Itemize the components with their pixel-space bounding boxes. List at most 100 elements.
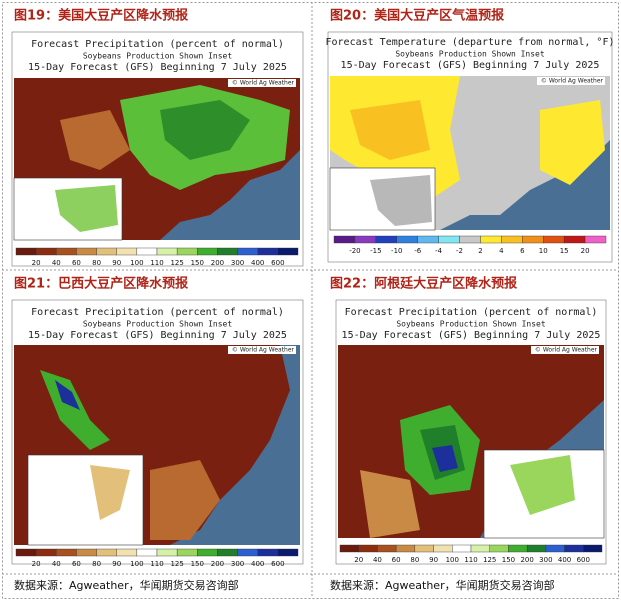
- map-forecast: 15-Day Forecast (GFS) Beginning 7 July 2…: [342, 330, 601, 341]
- legend-tick-label: 90: [429, 556, 438, 564]
- map-forecast: 15-Day Forecast (GFS) Beginning 7 July 2…: [341, 60, 600, 71]
- legend-tick-label: -6: [414, 247, 422, 255]
- legend-tick-label: 300: [231, 259, 244, 267]
- legend-swatch: [96, 247, 117, 256]
- legend-swatch: [584, 235, 607, 244]
- map-brazil-precip: [14, 345, 300, 546]
- watermark-bg: [531, 346, 599, 354]
- legend-swatch: [197, 247, 218, 256]
- legend-tick-label: 90: [112, 259, 121, 267]
- legend-tick-label: 60: [392, 556, 401, 564]
- legend-tick-label: 40: [52, 259, 61, 267]
- legend-swatch: [116, 548, 138, 557]
- legend-swatch: [76, 548, 97, 557]
- legend-swatch: [56, 548, 77, 557]
- legend-tick-label: 200: [211, 259, 224, 267]
- legend-tick-label: 20: [32, 560, 41, 568]
- map-forecast: 15-Day Forecast (GFS) Beginning 7 July 2…: [28, 330, 287, 341]
- legend-tick-label: 110: [150, 560, 163, 568]
- legend-swatch: [414, 544, 434, 553]
- legend-tick-label: 15: [560, 247, 569, 255]
- legend-swatch: [339, 544, 359, 553]
- legend-tick-label: -15: [370, 247, 381, 255]
- figure-caption: 图20：美国大豆产区气温预报: [330, 8, 505, 24]
- map-title: Forecast Precipitation (percent of norma…: [345, 307, 598, 318]
- legend-tick-label: 60: [72, 259, 81, 267]
- legend-swatch: [526, 544, 547, 553]
- legend-swatch: [176, 548, 198, 557]
- legend-swatch: [237, 247, 258, 256]
- legend-swatch: [564, 544, 584, 553]
- legend-swatch: [156, 247, 178, 256]
- legend-swatch: [277, 247, 299, 256]
- legend-tick-label: 150: [502, 556, 515, 564]
- legend-swatch: [375, 235, 397, 244]
- map-frame: [11, 31, 304, 267]
- watermark-bg: [228, 346, 296, 354]
- legend-swatch: [545, 544, 565, 553]
- legend-tick-label: 40: [373, 556, 382, 564]
- legend-tick-label: -2: [456, 247, 463, 255]
- legend-swatch: [583, 544, 603, 553]
- legend-tick-label: 6: [520, 247, 525, 255]
- legend-swatch: [217, 548, 238, 557]
- legend-tick-label: 20: [354, 556, 363, 564]
- legend-tick-label: 110: [464, 556, 477, 564]
- legend-tick-label: 20: [32, 259, 41, 267]
- legend-tick-label: 80: [410, 556, 419, 564]
- legend-swatch: [459, 235, 481, 244]
- legend-swatch: [257, 548, 279, 557]
- map-subtitle: Soybeans Production Shown Inset: [83, 320, 232, 329]
- legend-swatch: [354, 235, 377, 244]
- legend-tick-label: 2: [478, 247, 482, 255]
- legend-tick-label: 125: [170, 259, 183, 267]
- legend-tick-label: 4: [499, 247, 504, 255]
- legend-swatch: [377, 544, 397, 553]
- legend-tick-label: 125: [170, 560, 183, 568]
- figure-caption: 图22：阿根廷大豆产区降水预报: [330, 276, 518, 292]
- figure-caption: 图19：美国大豆产区降水预报: [14, 8, 189, 24]
- watermark-bg: [228, 79, 296, 87]
- map-title: Forecast Temperature (departure from nor…: [326, 37, 615, 48]
- legend-tick-label: 600: [271, 560, 284, 568]
- map-frame: [327, 31, 613, 263]
- legend-swatch: [35, 548, 57, 557]
- legend-swatch: [156, 548, 178, 557]
- map-frame: [11, 299, 304, 565]
- legend-swatch: [277, 548, 299, 557]
- map-frame: [335, 299, 607, 565]
- legend-swatch: [543, 235, 565, 244]
- map-subtitle: Soybeans Production Shown Inset: [396, 320, 545, 329]
- source-note: 数据来源：Agweather，华闻期货交易咨询部: [14, 578, 239, 592]
- legend-swatch: [15, 247, 37, 256]
- legend-swatch: [237, 548, 258, 557]
- legend-tick-label: 100: [130, 259, 143, 267]
- watermark: © World Ag Weather: [535, 347, 598, 354]
- legend-swatch: [15, 548, 37, 557]
- watermark: © World Ag Weather: [232, 347, 295, 354]
- map-title: Forecast Precipitation (percent of norma…: [31, 307, 284, 318]
- legend-tick-label: 10: [539, 247, 548, 255]
- legend-swatch: [176, 247, 198, 256]
- legend-tick-label: 90: [112, 560, 121, 568]
- legend-tick-label: 100: [130, 560, 143, 568]
- legend-tick-label: 125: [483, 556, 496, 564]
- legend-swatch: [358, 544, 378, 553]
- legend-swatch: [116, 247, 138, 256]
- legend-swatch: [433, 544, 453, 553]
- legend-tick-label: -20: [349, 247, 360, 255]
- map-title: Forecast Precipitation (percent of norma…: [31, 39, 284, 50]
- watermark: © World Ag Weather: [232, 80, 295, 87]
- legend-swatch: [136, 247, 158, 256]
- legend-swatch: [96, 548, 117, 557]
- legend-tick-label: -10: [391, 247, 402, 255]
- legend-tick-label: -4: [435, 247, 443, 255]
- map-us-precip: [13, 78, 300, 241]
- watermark-bg: [537, 77, 605, 85]
- legend-swatch: [501, 235, 523, 244]
- legend-tick-label: 200: [520, 556, 533, 564]
- legend-tick-label: 300: [231, 560, 244, 568]
- legend-swatch: [522, 235, 544, 244]
- map-subtitle: Soybeans Production Shown Inset: [83, 52, 232, 61]
